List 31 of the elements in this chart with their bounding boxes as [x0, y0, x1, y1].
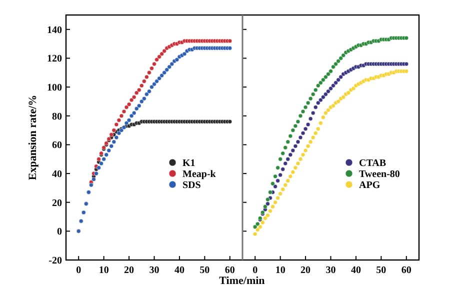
legend-label: APG [359, 180, 380, 191]
y-tick-label: 20 [52, 198, 62, 209]
legend-label: SDS [182, 180, 202, 191]
x-axis-title: Time/min [219, 275, 265, 285]
x-tick-label: 20 [124, 265, 134, 276]
y-tick-label: 80 [52, 111, 62, 122]
x-tick-label: 50 [200, 265, 210, 276]
x-tick-label: 60 [401, 265, 412, 276]
y-tick-label: 60 [52, 140, 62, 152]
x-tick-label: 20 [300, 265, 311, 276]
legend-label: K1 [182, 158, 196, 169]
x-tick-label: 60 [224, 265, 235, 276]
x-tick-label: 10 [275, 265, 286, 276]
x-tick-label: 40 [350, 265, 361, 276]
y-axis-title: Expansion rate/% [27, 94, 39, 180]
x-tick-label: 0 [76, 265, 82, 276]
y-tick-label: 120 [47, 54, 62, 65]
legend-label: CTAB [359, 158, 386, 169]
x-tick-label: 50 [376, 265, 386, 276]
x-tick-label: 10 [98, 265, 109, 276]
y-tick-label: 0 [57, 226, 62, 238]
x-tick-label: 30 [149, 265, 160, 276]
x-tick-label: 0 [252, 265, 258, 276]
x-tick-label: 40 [174, 265, 184, 276]
y-tick-label: -20 [48, 256, 62, 266]
y-tick-label: 140 [47, 24, 62, 36]
x-tick-label: 30 [326, 265, 336, 276]
legend-label: Tween-80 [359, 169, 400, 180]
y-tick-label: 40 [52, 169, 62, 180]
y-tick-label: 100 [47, 82, 62, 94]
legend-label: Meap-k [182, 169, 216, 180]
